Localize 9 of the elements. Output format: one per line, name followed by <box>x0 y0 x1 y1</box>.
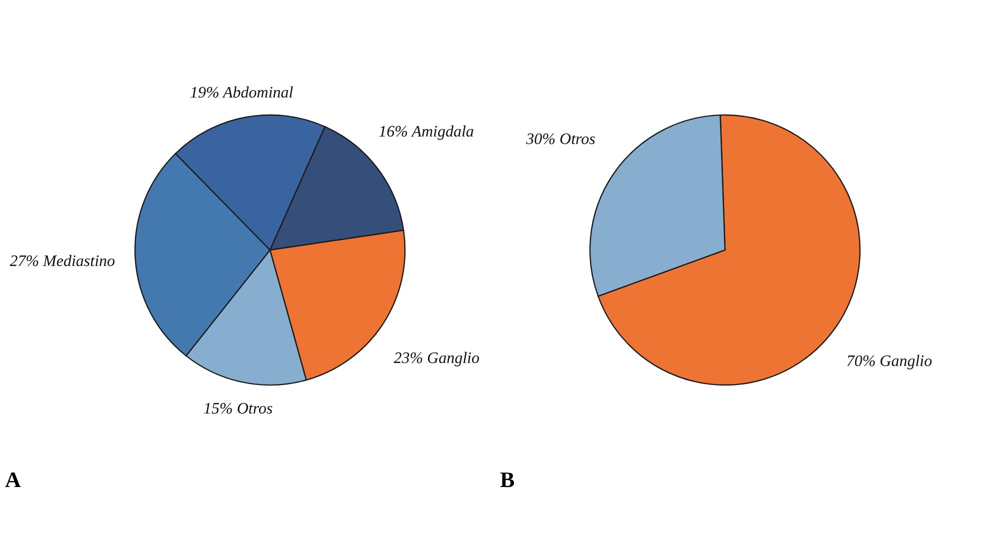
slice-label: 27% Mediastino <box>10 252 116 270</box>
slice-label: 70% Ganglio <box>846 352 932 370</box>
text: A <box>5 467 21 492</box>
text: B <box>500 467 515 492</box>
slice-label: 19% Abdominal <box>190 84 294 102</box>
slice-label: 15% Otros <box>203 400 273 418</box>
slice-label: 23% Ganglio <box>394 350 480 368</box>
slice-label: 16% Amigdala <box>378 123 474 140</box>
slice-label: 30% Otros <box>525 131 596 148</box>
